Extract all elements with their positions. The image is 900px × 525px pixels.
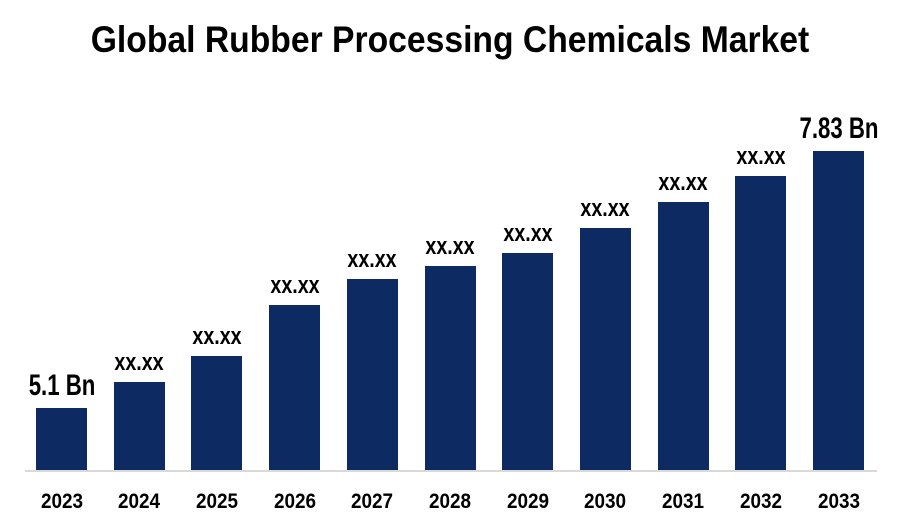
x-axis-tick-label: 2029 <box>506 490 549 513</box>
x-axis-tick-label: 2031 <box>662 490 705 513</box>
chart-title: Global Rubber Processing Chemicals Marke… <box>90 19 810 60</box>
x-axis-line <box>25 470 877 472</box>
bar <box>657 202 709 470</box>
bar-value-label: xx.xx <box>114 349 164 376</box>
bar-value-label: 7.83 Bn <box>799 112 878 145</box>
bar <box>579 228 631 470</box>
bar <box>735 176 787 470</box>
bar-value-label: xx.xx <box>736 143 786 170</box>
bar <box>191 356 243 470</box>
bar <box>36 408 87 470</box>
x-axis-tick-label: 2027 <box>351 490 394 513</box>
x-axis-tick-label: 2026 <box>273 490 316 513</box>
bar-value-label: xx.xx <box>503 220 553 247</box>
bar-value-label: xx.xx <box>658 169 708 196</box>
bar-value-label: xx.xx <box>347 246 397 273</box>
bar-value-label: xx.xx <box>425 233 475 260</box>
bar <box>502 253 554 470</box>
x-axis-tick-label: 2033 <box>817 490 860 513</box>
bar <box>269 305 321 470</box>
x-axis-tick-label: 2025 <box>195 490 238 513</box>
x-axis-tick-label: 2024 <box>118 490 161 513</box>
bar-value-label: xx.xx <box>580 195 631 222</box>
bar-value-label: xx.xx <box>192 323 242 350</box>
bar-value-label: xx.xx <box>269 272 320 299</box>
bar <box>346 279 398 470</box>
x-axis-tick-label: 2023 <box>40 490 83 513</box>
x-axis-tick-label: 2028 <box>428 490 472 513</box>
x-axis-tick-label: 2030 <box>584 490 627 513</box>
bar <box>113 382 165 470</box>
bar-value-label: 5.1 Bn <box>28 369 95 402</box>
bar <box>424 266 476 470</box>
bar <box>813 151 864 470</box>
x-axis-tick-label: 2032 <box>739 490 782 513</box>
